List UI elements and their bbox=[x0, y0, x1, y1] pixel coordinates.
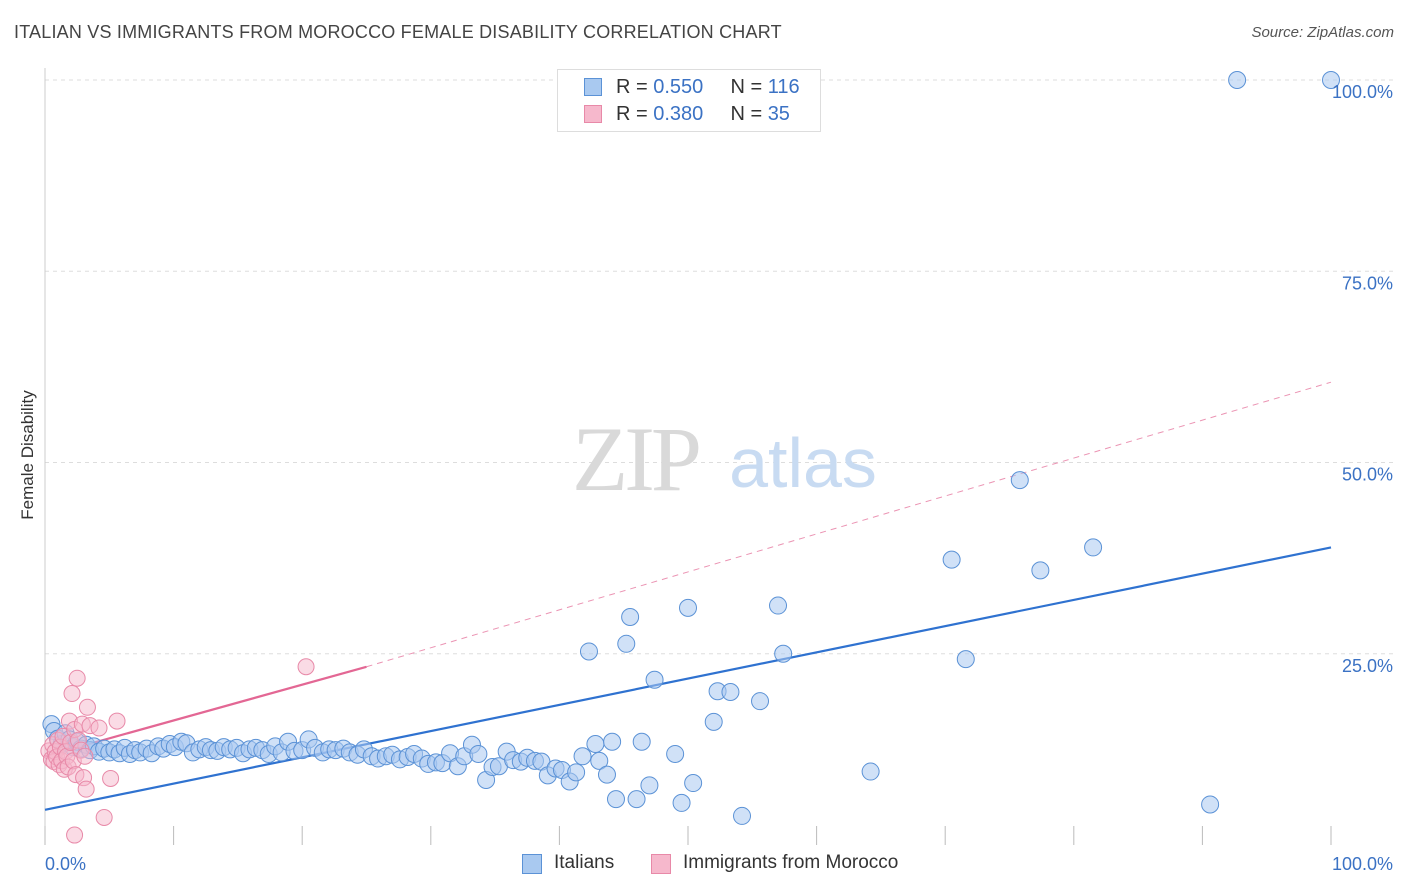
y-tick-label: 25.0% bbox=[1342, 656, 1393, 676]
morocco-swatch bbox=[584, 105, 602, 123]
watermark-zip: ZIP bbox=[572, 408, 699, 510]
italians-point bbox=[606, 790, 625, 809]
italians-point bbox=[597, 765, 616, 784]
italians-point bbox=[621, 608, 640, 627]
stats-legend: R = 0.550 N = 116 R = 0.380 N = 35 bbox=[557, 69, 821, 132]
italians-point bbox=[942, 550, 961, 569]
watermark: ZIP atlas bbox=[572, 408, 877, 510]
italians-points bbox=[42, 71, 1340, 825]
morocco-point bbox=[76, 747, 94, 765]
italians-point bbox=[627, 790, 646, 809]
legend-label-morocco: Immigrants from Morocco bbox=[683, 852, 899, 873]
italians-point bbox=[645, 670, 664, 689]
italians-point bbox=[672, 793, 691, 812]
x-tick-label: 0.0% bbox=[45, 854, 86, 874]
morocco-points bbox=[40, 658, 315, 844]
italians-point bbox=[684, 774, 703, 793]
italians-point bbox=[590, 751, 609, 770]
italians-point bbox=[1322, 71, 1340, 89]
italians-point bbox=[861, 762, 880, 781]
italians-point bbox=[956, 650, 975, 669]
y-tick-label: 100.0% bbox=[1332, 82, 1393, 102]
series-legend: Italians Immigrants from Morocco bbox=[0, 852, 1406, 876]
morocco-point bbox=[78, 698, 96, 716]
r-value-italians: 0.550 bbox=[653, 76, 704, 98]
morocco-point bbox=[63, 685, 81, 703]
grid-lines bbox=[45, 79, 1393, 655]
italians-swatch bbox=[522, 854, 542, 874]
morocco-point bbox=[77, 780, 95, 798]
italians-point bbox=[1031, 561, 1050, 580]
x-tick-label: 100.0% bbox=[1332, 854, 1393, 874]
italians-point bbox=[679, 598, 697, 617]
italians-point bbox=[1010, 471, 1029, 490]
r-label: R = bbox=[616, 76, 654, 98]
italians-point bbox=[1201, 795, 1220, 814]
tick-labels: 25.0% 50.0% 75.0% 100.0% 0.0% 100.0% bbox=[45, 82, 1393, 874]
italians-trend-line bbox=[44, 546, 1332, 811]
morocco-point bbox=[108, 712, 126, 730]
morocco-point bbox=[102, 769, 120, 787]
italians-point bbox=[632, 732, 651, 751]
chart-source: Source: ZipAtlas.com bbox=[1251, 24, 1394, 41]
n-label: N = bbox=[730, 76, 768, 98]
italians-point bbox=[617, 634, 636, 653]
italians-point bbox=[1228, 71, 1247, 89]
morocco-point bbox=[297, 658, 315, 676]
n-label: N = bbox=[730, 103, 768, 125]
y-tick-label: 50.0% bbox=[1342, 465, 1393, 485]
italians-point bbox=[666, 744, 685, 763]
italians-point bbox=[769, 596, 788, 615]
legend-label-italians: Italians bbox=[554, 852, 615, 873]
italians-point bbox=[751, 692, 770, 711]
italians-point bbox=[721, 683, 740, 701]
morocco-swatch bbox=[651, 854, 671, 874]
italians-point bbox=[733, 806, 752, 825]
morocco-trend-extension bbox=[366, 381, 1332, 668]
y-tick-label: 75.0% bbox=[1342, 273, 1393, 293]
morocco-point bbox=[66, 826, 84, 844]
chart-title: ITALIAN VS IMMIGRANTS FROM MOROCCO FEMAL… bbox=[14, 22, 782, 42]
italians-swatch bbox=[584, 78, 602, 96]
morocco-point bbox=[68, 669, 86, 687]
italians-point bbox=[579, 642, 598, 661]
morocco-point bbox=[95, 808, 113, 826]
italians-point bbox=[573, 747, 592, 766]
italians-point bbox=[603, 732, 622, 751]
italians-point bbox=[586, 735, 605, 754]
italians-point bbox=[1084, 538, 1103, 557]
italians-point bbox=[640, 776, 659, 795]
morocco-point bbox=[90, 719, 108, 737]
n-value-italians: 116 bbox=[767, 76, 800, 98]
r-label: R = bbox=[616, 103, 654, 125]
italians-point bbox=[567, 763, 586, 782]
watermark-atlas: atlas bbox=[729, 424, 877, 502]
italians-point bbox=[469, 744, 488, 763]
italians-point bbox=[704, 712, 723, 731]
axes bbox=[44, 68, 1332, 845]
italians-point bbox=[774, 644, 793, 663]
n-value-morocco: 35 bbox=[767, 103, 790, 125]
r-value-morocco: 0.380 bbox=[653, 103, 704, 125]
